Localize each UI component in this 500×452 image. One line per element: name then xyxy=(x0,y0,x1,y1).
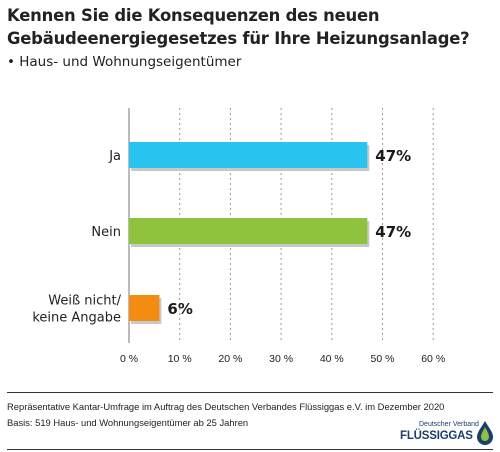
chart-title: Kennen Sie die Konsequenzen des neuen Ge… xyxy=(7,6,470,48)
footer-divider xyxy=(7,392,493,393)
bar-value-label: 47% xyxy=(375,147,411,165)
dvfg-logo: Deutscher Verband FLÜSSIGGAS xyxy=(396,420,496,450)
bar xyxy=(129,218,368,244)
bar-value-label: 47% xyxy=(375,223,411,241)
bar xyxy=(129,142,368,168)
footer-source: Repräsentative Kantar-Umfrage im Auftrag… xyxy=(7,401,445,412)
x-tick-label: 20 % xyxy=(218,353,242,365)
x-tick-label: 0 % xyxy=(120,353,138,365)
category-label: Nein xyxy=(91,225,121,240)
x-tick-label: 40 % xyxy=(320,353,344,365)
x-tick-label: 30 % xyxy=(269,353,293,365)
footer-bottom-divider xyxy=(7,449,493,450)
category-label: Weiß nicht/ xyxy=(48,294,121,309)
x-tick-label: 60 % xyxy=(421,353,445,365)
x-tick-label: 50 % xyxy=(371,353,395,365)
bar-value-label: 6% xyxy=(167,300,192,318)
chart-subtitle: • Haus- und Wohnungseigentümer xyxy=(7,54,242,70)
bar xyxy=(129,295,160,321)
footer-basis: Basis: 519 Haus- und Wohnungseigentümer … xyxy=(7,417,249,428)
bar-chart: 0 % 10 % 20 % 30 % 40 % 50 % 60 % 47% Ja 47% Nein 6… xyxy=(32,108,445,365)
logo-line2: FLÜSSIGGAS xyxy=(400,430,473,442)
flame-drop-icon xyxy=(477,421,493,445)
category-label: keine Angabe xyxy=(32,311,121,326)
x-tick-label: 10 % xyxy=(168,353,192,365)
category-label: Ja xyxy=(108,149,121,164)
logo-line1: Deutscher Verband xyxy=(419,421,479,428)
